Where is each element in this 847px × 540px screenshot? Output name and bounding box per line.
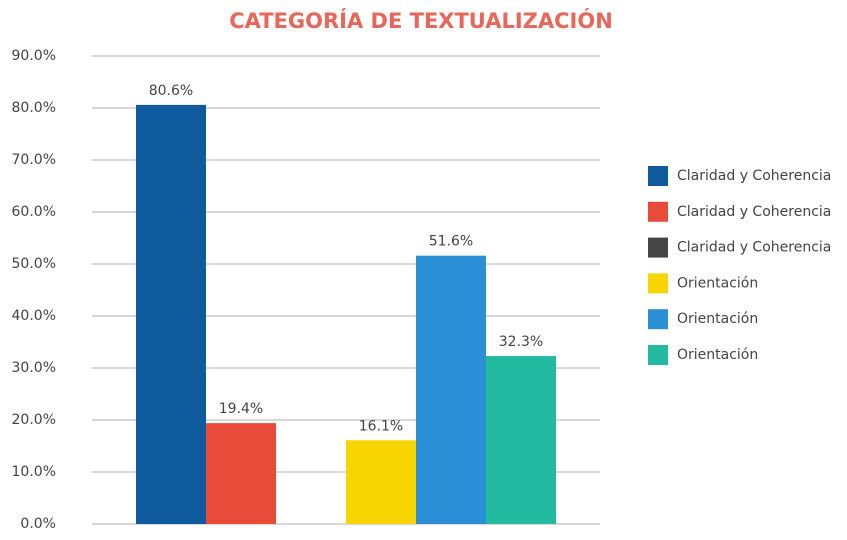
legend-swatch: [648, 166, 668, 186]
y-tick-label: 10.0%: [12, 464, 56, 480]
y-tick-label: 80.0%: [12, 100, 56, 116]
value-label: 51.6%: [429, 234, 473, 250]
value-label: 16.1%: [359, 418, 403, 434]
value-label: 32.3%: [499, 334, 543, 350]
legend-swatch: [648, 273, 668, 294]
y-tick-label: 20.0%: [12, 412, 56, 428]
bar: [486, 356, 556, 524]
legend-swatch: [648, 201, 668, 222]
legend-label: Orientación: [677, 311, 758, 327]
legend-label: Orientación: [677, 275, 758, 291]
legend-label: Orientación: [677, 347, 758, 363]
bar: [136, 104, 206, 524]
legend-label: Claridad y Coherencia: [677, 240, 831, 256]
y-tick-label: 0.0%: [20, 516, 56, 532]
bar: [206, 423, 276, 524]
value-label: 19.4%: [219, 401, 263, 417]
y-tick-label: 40.0%: [12, 308, 56, 324]
bar: [346, 440, 416, 524]
legend-swatch: [648, 309, 668, 330]
legend-swatch: [648, 345, 668, 365]
bar: [416, 255, 486, 524]
legend-label: Claridad y Coherencia: [677, 204, 831, 220]
y-tick-label: 90.0%: [12, 48, 56, 64]
y-tick-label: 70.0%: [12, 152, 56, 168]
value-label: 80.6%: [149, 83, 193, 99]
y-tick-label: 30.0%: [12, 360, 56, 376]
legend-swatch: [648, 237, 668, 258]
chart-title: CATEGORÍA DE TEXTUALIZACIÓN: [229, 8, 613, 33]
legend-label: Claridad y Coherencia: [677, 168, 831, 184]
y-tick-label: 60.0%: [12, 204, 56, 220]
y-tick-label: 50.0%: [12, 256, 56, 272]
